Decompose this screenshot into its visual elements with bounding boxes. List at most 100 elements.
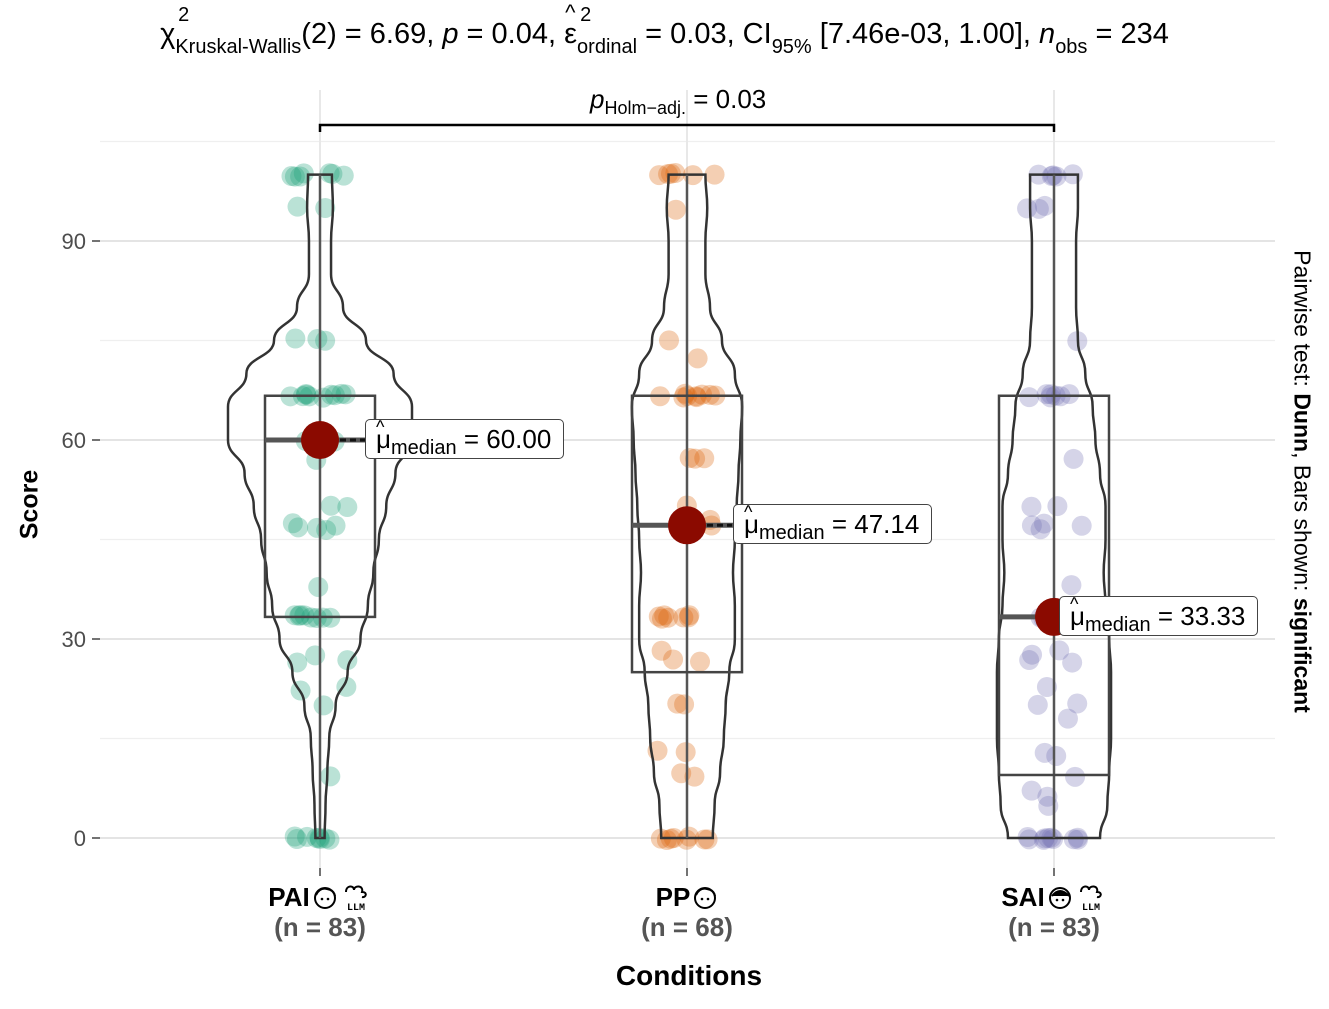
data-point [1063, 448, 1084, 469]
data-point [679, 447, 700, 468]
data-point [673, 607, 694, 628]
data-point [675, 383, 696, 404]
data-point [1022, 644, 1043, 665]
y-tick-label: 60 [62, 428, 86, 453]
data-point [690, 651, 711, 672]
y-tick-label: 0 [74, 826, 86, 851]
data-point [648, 606, 669, 627]
data-point [1021, 515, 1042, 536]
data-point [1040, 384, 1061, 405]
data-point [287, 196, 308, 217]
data-point [1034, 513, 1055, 534]
median-point [668, 506, 706, 545]
data-point [678, 607, 699, 628]
data-point [673, 387, 694, 408]
llm-icon: LLM [1079, 885, 1102, 912]
category-label-pai: PAI LLM (n = 83) [200, 882, 440, 942]
data-point [1027, 694, 1048, 715]
person-face-icon [1048, 887, 1071, 909]
data-point [290, 604, 311, 625]
data-point [1019, 650, 1040, 671]
category-label-pp: PP (n = 68) [641, 882, 733, 942]
data-point [649, 165, 670, 186]
data-point [704, 164, 725, 185]
data-point [1017, 198, 1038, 219]
box-iqr [263, 394, 377, 619]
data-point [1049, 640, 1070, 661]
data-point [1062, 652, 1083, 673]
svg-text:LLM: LLM [1082, 903, 1100, 912]
data-point [1034, 742, 1055, 763]
data-point [294, 605, 315, 626]
median-point [301, 421, 339, 459]
data-point [1034, 195, 1055, 216]
data-point [674, 694, 695, 715]
data-point [667, 693, 688, 714]
data-point [1063, 829, 1084, 850]
data-point [654, 605, 675, 626]
data-point [658, 607, 679, 628]
data-point [284, 826, 305, 847]
data-point [1019, 387, 1040, 408]
category-label-sai: SAI LLM (n = 83) [934, 882, 1174, 942]
median-label-pai: μ ^ median = 60.00 [365, 417, 565, 459]
data-point [284, 166, 305, 187]
data-point [686, 387, 707, 408]
data-point [1057, 708, 1078, 729]
data-point [656, 829, 677, 850]
data-point [335, 384, 356, 405]
data-point [1019, 829, 1040, 850]
data-point [305, 645, 326, 666]
data-point [1068, 829, 1089, 850]
data-point [1046, 166, 1067, 187]
data-point [307, 329, 328, 350]
data-point [1036, 676, 1057, 697]
data-point [284, 605, 305, 626]
y-tick-label: 30 [62, 627, 86, 652]
data-point [1061, 575, 1082, 596]
data-point [337, 650, 358, 671]
person-face-icon [694, 887, 717, 909]
data-point [296, 383, 317, 404]
data-point [676, 829, 697, 850]
data-point [687, 348, 708, 369]
data-point [286, 829, 307, 850]
significance-bracket [318, 123, 1056, 132]
data-point [694, 448, 715, 469]
data-point [1033, 829, 1054, 850]
data-point [336, 676, 357, 697]
svg-text:LLM: LLM [347, 903, 365, 912]
data-point [282, 513, 303, 534]
data-point [1028, 198, 1049, 219]
stat-title: χ 2 Kruskal-Wallis(2) = 6.69, p = 0.04, ε ^… [160, 0, 1169, 58]
data-point [331, 383, 352, 404]
data-point [337, 497, 358, 518]
data-point [307, 517, 328, 538]
data-point [320, 495, 341, 516]
data-point [285, 328, 306, 349]
data-point [1041, 166, 1062, 187]
data-point [659, 330, 680, 351]
data-point [1040, 387, 1061, 408]
data-point [333, 165, 354, 186]
data-point [1030, 519, 1051, 540]
data-point [319, 163, 340, 184]
data-point [679, 605, 700, 626]
llm-icon: LLM [344, 885, 367, 912]
data-point [685, 448, 706, 469]
data-point [679, 826, 700, 847]
data-point [1046, 745, 1067, 766]
data-point [665, 163, 686, 184]
data-point [1021, 780, 1042, 801]
data-point [651, 640, 672, 661]
median-label-pp: μ ^ median = 47.14 [733, 502, 933, 544]
data-point [1021, 496, 1042, 517]
x-axis-title: Conditions [615, 960, 763, 991]
data-point [288, 517, 309, 538]
data-point [684, 766, 705, 787]
data-point [308, 576, 329, 597]
data-point [1065, 766, 1086, 787]
data-point [281, 166, 302, 187]
data-point [313, 387, 334, 408]
